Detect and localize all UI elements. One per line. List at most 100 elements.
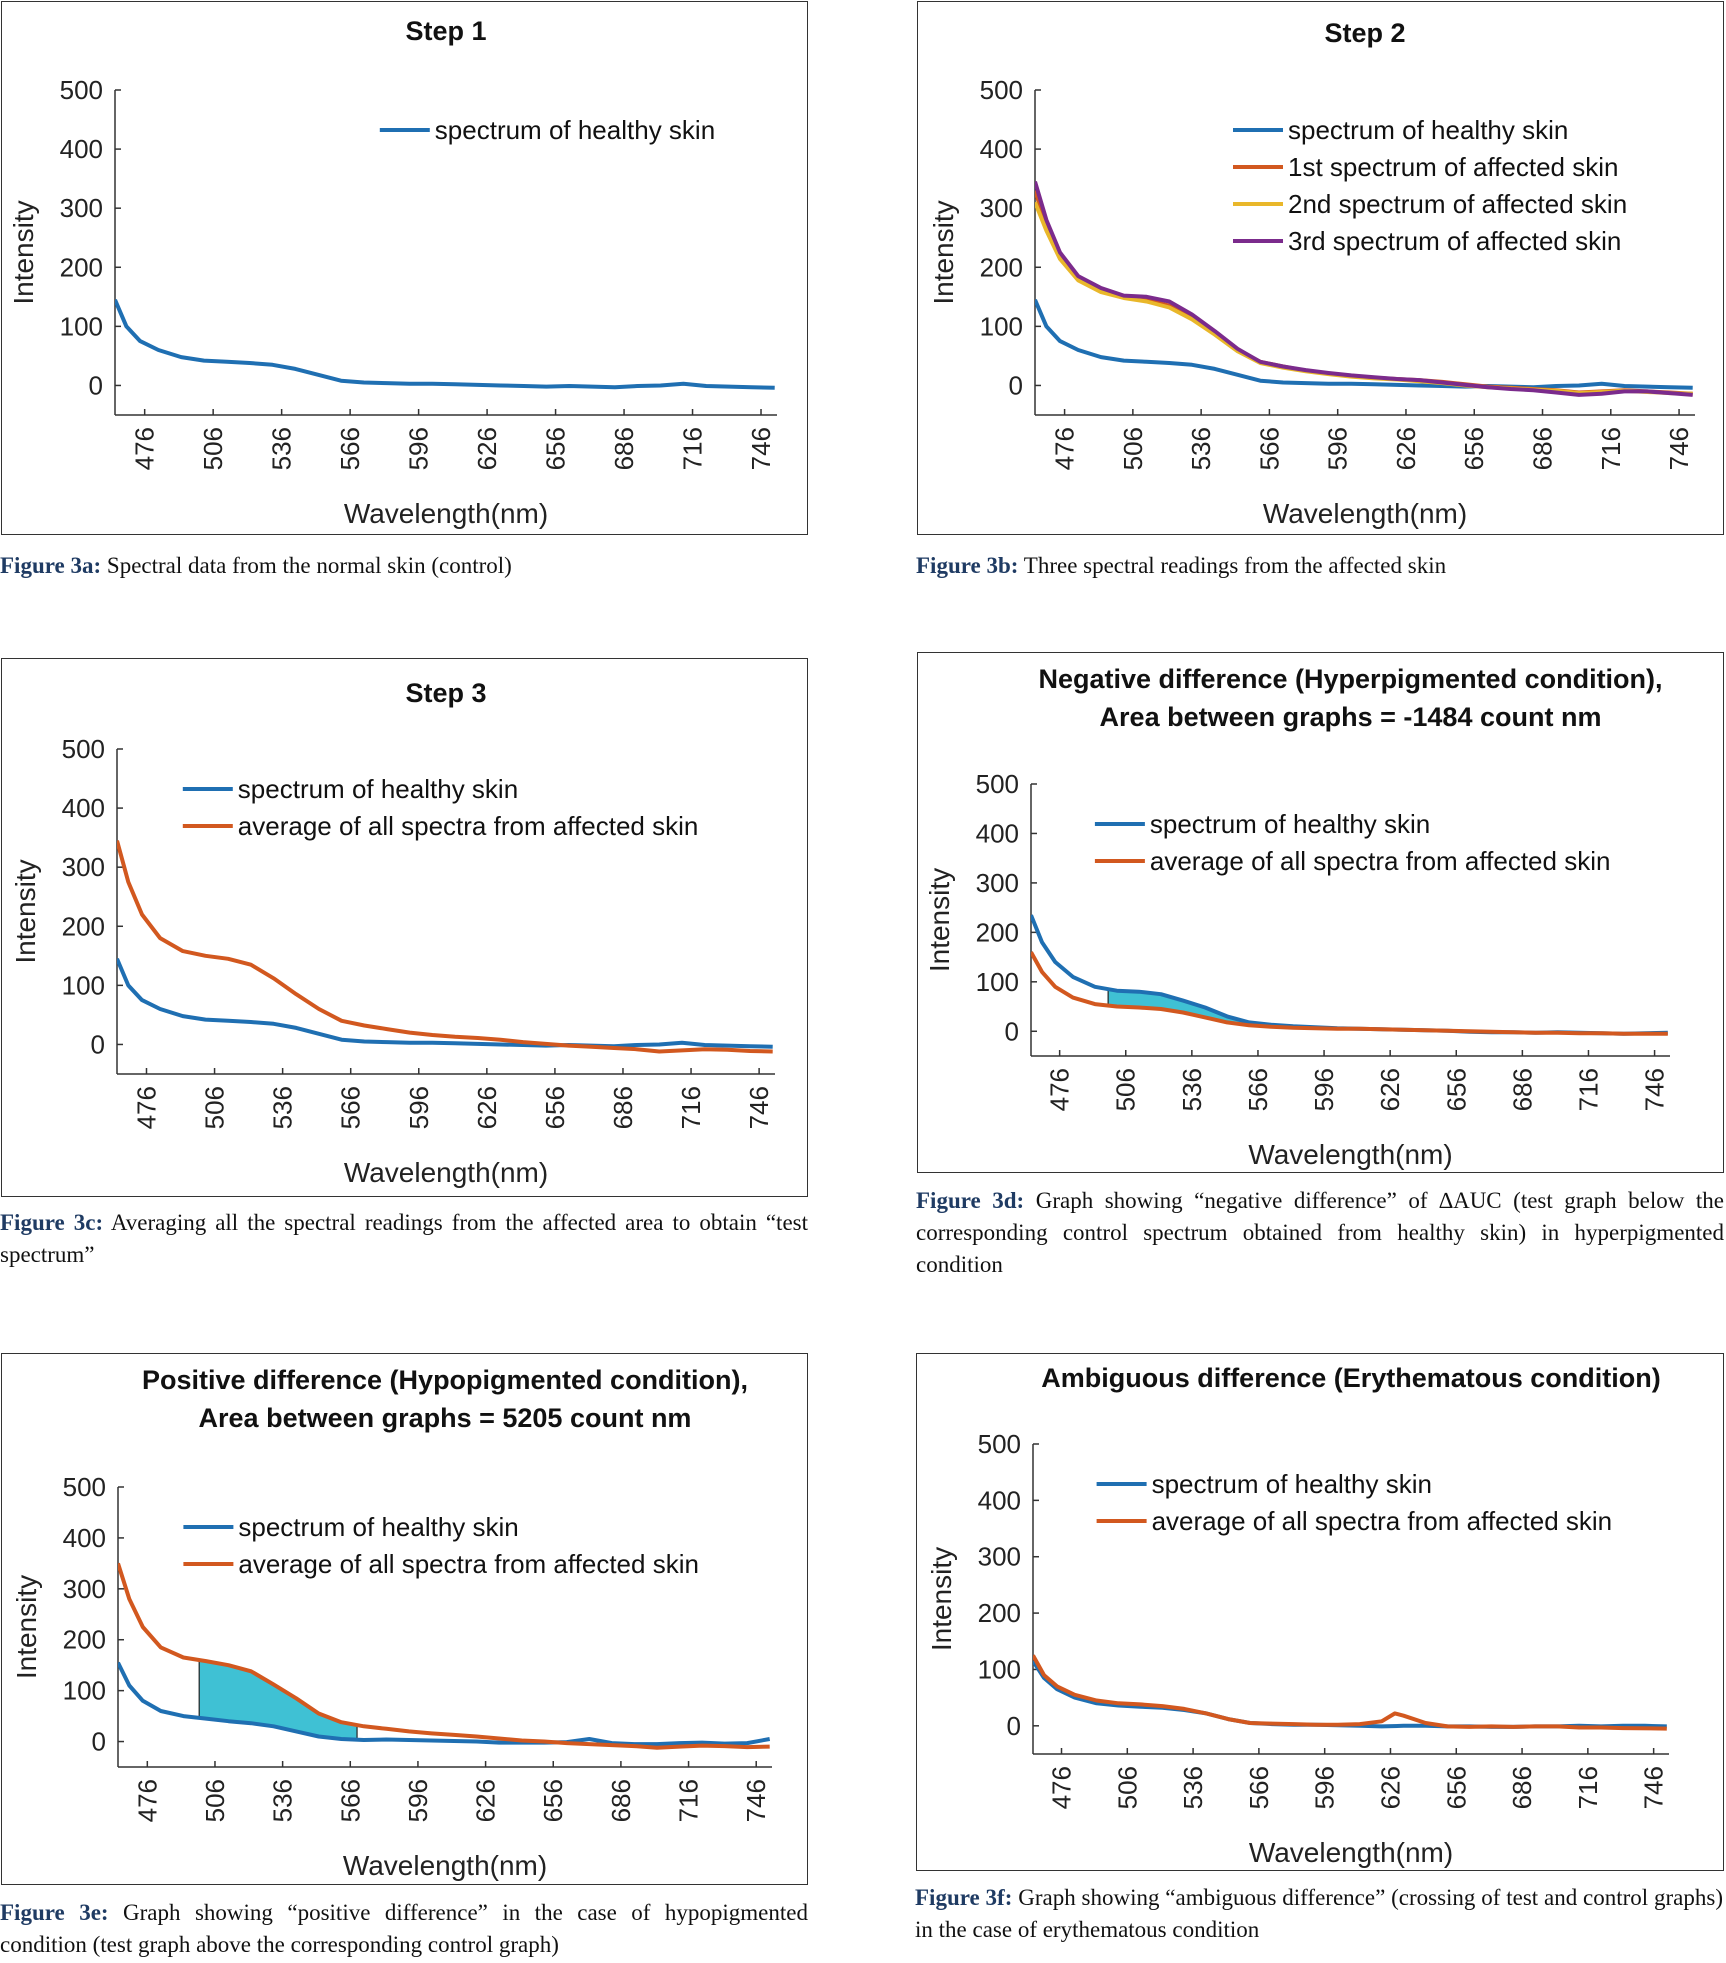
y-tick-label: 300 [976, 868, 1019, 898]
legend-label: 3rd spectrum of affected skin [1288, 226, 1621, 256]
x-tick-label: 716 [1596, 427, 1626, 470]
caption-label: Figure 3e: [0, 1900, 109, 1925]
caption-text: Graph showing “ambiguous difference” (cr… [915, 1885, 1723, 1942]
x-tick-label: 656 [1459, 427, 1489, 470]
y-tick-label: 500 [978, 1429, 1021, 1459]
x-tick-label: 536 [1177, 1068, 1207, 1111]
series-line [1033, 1659, 1667, 1729]
x-tick-label: 596 [1323, 427, 1353, 470]
y-tick-label: 200 [60, 252, 103, 282]
y-tick-label: 500 [63, 1472, 106, 1502]
legend-label: spectrum of healthy skin [1152, 1469, 1432, 1499]
y-tick-label: 500 [60, 75, 103, 105]
x-tick-label: 596 [404, 1086, 434, 1129]
figure-3d-panel: Negative difference (Hyperpigmented cond… [916, 651, 1726, 1291]
x-tick-label: 566 [1243, 1068, 1273, 1111]
y-tick-label: 300 [63, 1574, 106, 1604]
x-tick-label: 506 [1111, 1068, 1141, 1111]
x-tick-label: 506 [200, 1086, 230, 1129]
chart-3f: Ambiguous difference (Erythematous condi… [926, 1363, 1669, 1868]
y-tick-label: 500 [980, 75, 1023, 105]
caption-label: Figure 3f: [915, 1885, 1013, 1910]
x-tick-label: 656 [541, 427, 571, 470]
series-line [1031, 951, 1668, 1036]
y-tick-label: 300 [62, 852, 105, 882]
y-tick-label: 400 [62, 793, 105, 823]
y-tick-label: 200 [62, 911, 105, 941]
y-tick-label: 0 [1005, 1016, 1019, 1046]
series-line [1033, 1654, 1667, 1731]
series-line [117, 840, 773, 1054]
chart-3b: Step 2 0 100 200 300 400 500 476 506 536 566 596 626… [928, 18, 1695, 529]
y-tick-label: 200 [976, 917, 1019, 947]
x-tick-label: 746 [1664, 427, 1694, 470]
x-tick-label: 686 [609, 427, 639, 470]
x-tick-label: 536 [267, 427, 297, 470]
x-tick-label: 716 [676, 1086, 706, 1129]
x-tick-label: 536 [268, 1779, 298, 1822]
y-tick-label: 0 [91, 1029, 105, 1059]
legend-label: 2nd spectrum of affected skin [1288, 189, 1627, 219]
caption-label: Figure 3c: [0, 1210, 104, 1235]
x-tick-label: 746 [1640, 1068, 1670, 1111]
y-axis-label: Intensity [926, 1547, 957, 1651]
legend-label: average of all spectra from affected ski… [238, 1549, 699, 1579]
x-tick-label: 746 [744, 1086, 774, 1129]
chart-title: Step 3 [405, 678, 486, 708]
x-tick-label: 716 [678, 427, 708, 470]
y-tick-label: 0 [89, 370, 103, 400]
x-tick-label: 626 [1375, 1766, 1405, 1809]
figure-3b-panel: Step 2 0 100 200 300 400 500 476 506 536 566 596 626… [916, 0, 1726, 578]
series-line [118, 1562, 770, 1750]
x-tick-label: 686 [1507, 1068, 1537, 1111]
series-line [118, 1661, 771, 1747]
caption-text: Graph showing “positive difference” in t… [0, 1900, 808, 1957]
y-tick-label: 100 [978, 1654, 1021, 1684]
series-line [1035, 299, 1693, 390]
caption-label: Figure 3a: [0, 553, 102, 578]
legend-label: average of all spectra from affected ski… [1150, 846, 1611, 876]
chart-title: Positive difference (Hypopigmented condi… [142, 1365, 748, 1395]
x-tick-label: 716 [1573, 1766, 1603, 1809]
x-tick-label: 656 [1441, 1068, 1471, 1111]
x-tick-label: 476 [1047, 1766, 1077, 1809]
x-tick-label: 566 [1254, 427, 1284, 470]
legend-label: spectrum of healthy skin [238, 774, 518, 804]
x-tick-label: 566 [336, 1086, 366, 1129]
series-line [115, 299, 775, 390]
series-line [1031, 914, 1668, 1036]
x-tick-label: 656 [538, 1779, 568, 1822]
x-axis-label: Wavelength(nm) [1263, 498, 1467, 529]
x-tick-label: 656 [540, 1086, 570, 1129]
figure-caption-3d: Figure 3d: Graph showing “negative diffe… [916, 1185, 1724, 1281]
x-tick-label: 626 [472, 1086, 502, 1129]
x-tick-label: 716 [674, 1779, 704, 1822]
caption-text: Three spectral readings from the affecte… [1018, 553, 1447, 578]
legend-label: spectrum of healthy skin [435, 115, 715, 145]
chart-frame [1, 1, 808, 535]
chart-frame [1, 1353, 808, 1885]
x-axis-label: Wavelength(nm) [343, 1850, 547, 1881]
caption-text: Averaging all the spectral readings from… [0, 1210, 808, 1267]
chart-title: Step 1 [405, 16, 486, 46]
y-tick-label: 400 [978, 1485, 1021, 1515]
figure-caption-3f: Figure 3f: Graph showing “ambiguous diff… [915, 1882, 1723, 1946]
x-axis-label: Wavelength(nm) [1248, 1139, 1452, 1170]
chart-title: Area between graphs = 5205 count nm [199, 1403, 692, 1433]
y-tick-label: 300 [978, 1542, 1021, 1572]
y-axis-label: Intensity [8, 200, 39, 304]
caption-text: Spectral data from the normal skin (cont… [101, 553, 512, 578]
figure-3f-panel: Ambiguous difference (Erythematous condi… [915, 1352, 1726, 1963]
x-tick-label: 536 [268, 1086, 298, 1129]
y-tick-label: 400 [980, 134, 1023, 164]
caption-label: Figure 3d: [916, 1188, 1025, 1213]
figure-caption-3a: Figure 3a: Spectral data from the normal… [0, 550, 808, 582]
x-tick-label: 536 [1186, 427, 1216, 470]
y-tick-label: 100 [60, 311, 103, 341]
x-tick-label: 476 [130, 427, 160, 470]
y-tick-label: 200 [978, 1598, 1021, 1628]
legend-label: spectrum of healthy skin [1150, 809, 1430, 839]
x-tick-label: 716 [1573, 1068, 1603, 1111]
x-tick-label: 626 [1391, 427, 1421, 470]
y-axis-label: Intensity [924, 868, 955, 972]
